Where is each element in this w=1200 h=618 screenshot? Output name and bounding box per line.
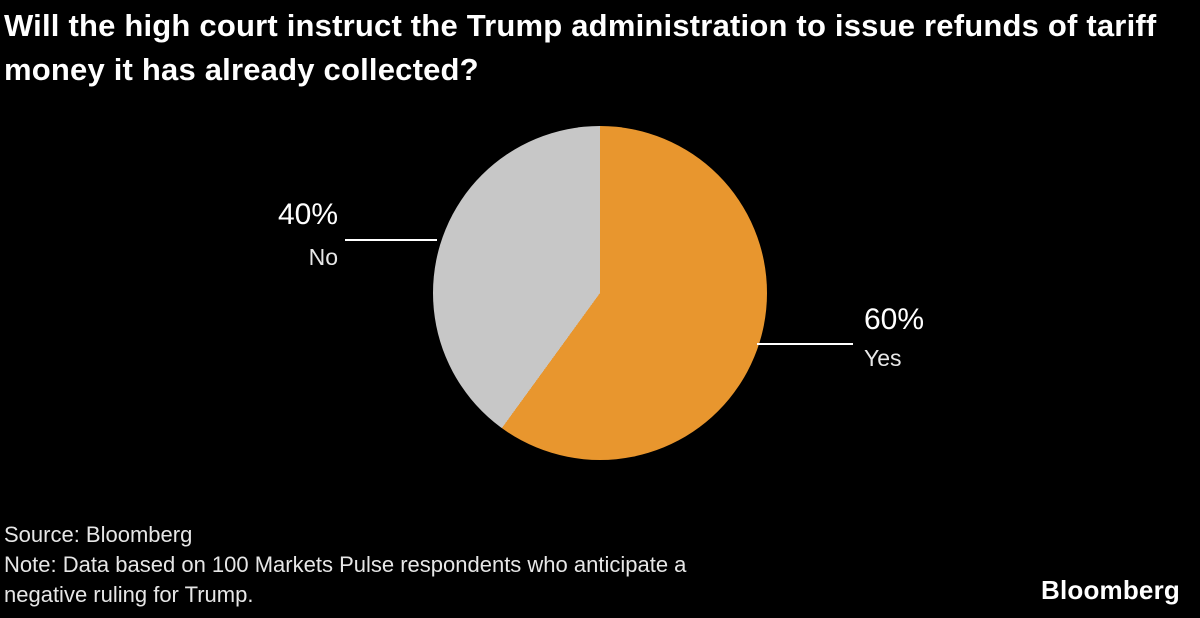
annotation-no-percent: 40%: [277, 198, 338, 231]
annotation-yes-percent: 60%: [864, 303, 925, 336]
annotation-no: 40% No: [200, 200, 338, 269]
source-line: Source: Bloomberg: [4, 522, 193, 547]
bloomberg-logo: Bloomberg: [1040, 575, 1180, 605]
note-line-2: negative ruling for Trump.: [4, 582, 254, 607]
footer-text: Source: Bloomberg Note: Data based on 10…: [4, 520, 686, 610]
annotation-no-label: No: [308, 244, 338, 270]
note-line-1: Note: Data based on 100 Markets Pulse re…: [4, 552, 687, 577]
pie-chart: [433, 126, 767, 460]
leader-line-no: [345, 239, 437, 241]
annotation-yes-label: Yes: [864, 345, 902, 371]
annotation-yes: 60% Yes: [864, 305, 1024, 370]
leader-line-yes: [757, 343, 853, 345]
chart-title: Will the high court instruct the Trump a…: [4, 8, 1157, 88]
